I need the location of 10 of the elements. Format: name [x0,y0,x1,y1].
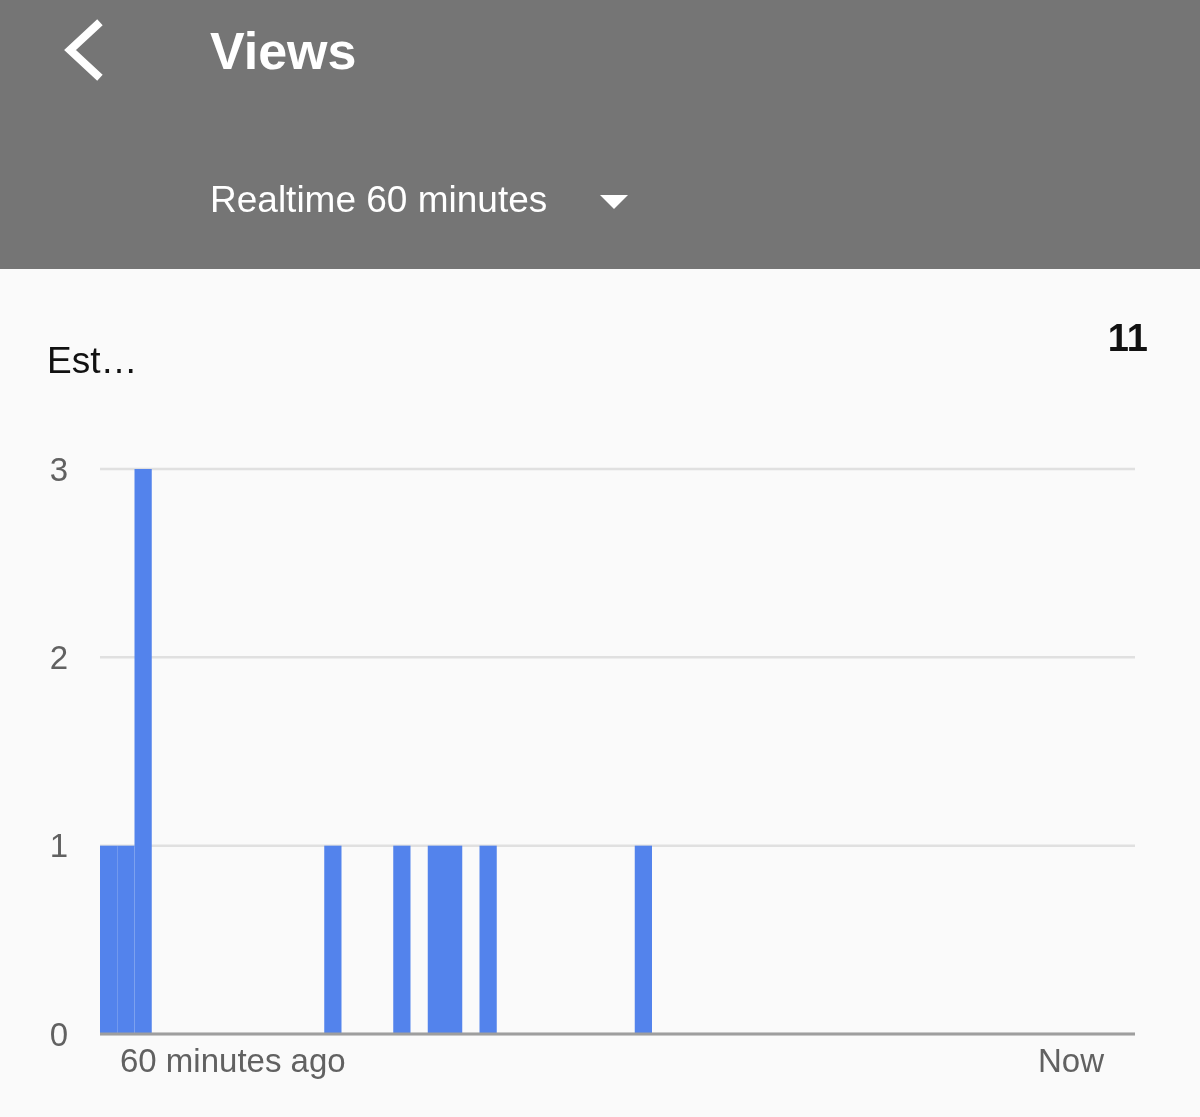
y-tick-label: 3 [49,450,69,488]
y-tick-label: 1 [49,827,69,865]
chart-title: Views [210,22,357,80]
text: 11 [1107,317,1148,359]
y-tick-label: 0 [49,1015,69,1053]
y-axis-title: Est… [47,340,138,381]
text: 60 minutes ago [120,1042,346,1079]
text: Now [1037,1042,1105,1079]
y-tick-label: 2 [49,638,69,676]
chart-subtitle: Realtime 60 minutes [210,179,548,220]
